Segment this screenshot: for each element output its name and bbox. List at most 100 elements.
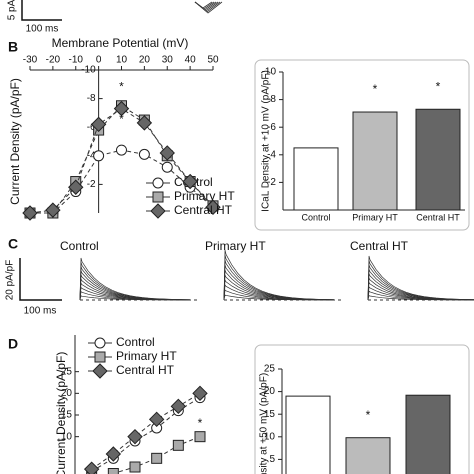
trace: [367, 260, 474, 301]
trace: [223, 264, 335, 301]
trace: [194, 1, 223, 14]
panel-frame: [254, 59, 470, 231]
marker: [192, 385, 208, 402]
y-tick-label: 15: [264, 409, 276, 420]
scale-x-label: 100 ms: [26, 24, 59, 35]
trace: [367, 264, 474, 301]
trace: [223, 254, 335, 301]
marker: [93, 150, 105, 162]
trace-label: Central HT: [350, 239, 409, 253]
y-tick-label: 20: [264, 386, 276, 397]
marker: [90, 116, 107, 133]
scale-y-label: 5 pA: [7, 0, 18, 20]
y-axis-label: Current Density (pA/pF): [54, 352, 68, 474]
scale-bar: [21, 0, 62, 21]
trace: [79, 270, 191, 301]
x-tick-label: -10: [69, 55, 84, 66]
legend-marker: [92, 363, 108, 379]
y-tick-label: -8: [87, 93, 96, 104]
y-axis-label: ICaL Density at +10 mV (pA/pF): [261, 70, 272, 212]
trace: [223, 259, 335, 301]
bar: [415, 108, 461, 211]
trace: [79, 266, 191, 301]
y-tick-label: 25: [264, 364, 276, 375]
scale-x-label: 100 ms: [24, 306, 57, 317]
y-tick-label: -4: [87, 150, 96, 161]
legend-label: Primary HT: [116, 349, 177, 363]
legend-marker: [94, 337, 106, 349]
trace: [79, 257, 191, 301]
series-line: [108, 436, 201, 474]
x-tick-label: -20: [46, 55, 61, 66]
marker: [151, 452, 163, 464]
y-tick-label: -6: [87, 122, 96, 133]
marker: [113, 100, 130, 117]
y-tick-label: -4: [267, 149, 276, 160]
trace-label: Primary HT: [205, 239, 266, 253]
marker: [22, 205, 38, 221]
legend-marker: [152, 177, 164, 189]
x-tick-label: 0: [96, 55, 102, 66]
x-tick-label: 20: [139, 55, 151, 66]
annotation: *: [198, 416, 203, 430]
panel-frame: [254, 344, 470, 474]
y-tick-label: 25: [61, 366, 73, 377]
marker: [68, 179, 84, 195]
annotation: *: [366, 408, 371, 422]
y-axis-label: Current Density (pA/pF): [8, 78, 22, 205]
marker: [116, 144, 127, 156]
y-tick-label: 5: [269, 454, 275, 465]
legend-marker: [94, 351, 106, 363]
annotation: *: [436, 79, 441, 93]
x-tick-label: Central HT: [416, 212, 460, 222]
y-tick-label: 10: [264, 431, 276, 442]
series-line: [30, 105, 214, 214]
bar: [345, 437, 391, 474]
y-tick-label: 10: [61, 431, 73, 442]
panel-label: B: [8, 39, 18, 55]
bar: [405, 394, 451, 474]
marker: [205, 199, 221, 215]
marker: [182, 173, 198, 190]
y-tick-label: -2: [267, 177, 276, 188]
y-tick-label: -10: [81, 65, 96, 76]
marker: [45, 202, 61, 218]
legend-marker: [150, 203, 166, 219]
series-line: [91, 397, 201, 472]
scale-bar: [19, 258, 62, 301]
annotation: *: [119, 79, 124, 93]
legend-label: Central HT: [174, 203, 233, 217]
marker: [129, 461, 141, 473]
legend-label: Primary HT: [174, 189, 235, 203]
y-tick-label: -8: [267, 94, 276, 105]
x-tick-label: -30: [23, 55, 38, 66]
x-tick-label: 40: [185, 55, 197, 66]
y-tick-label: 20: [61, 388, 73, 399]
marker: [194, 431, 206, 443]
marker: [148, 411, 165, 428]
legend-marker: [152, 191, 164, 203]
trace: [367, 255, 474, 301]
x-tick-label: 10: [116, 55, 128, 66]
marker: [83, 461, 100, 474]
x-tick-label: Primary HT: [352, 212, 398, 222]
annotation: *: [373, 82, 378, 96]
marker: [136, 115, 153, 131]
y-tick-label: -2: [87, 179, 96, 190]
trace-label: Control: [60, 239, 99, 253]
bar: [285, 395, 331, 474]
legend-label: Control: [116, 335, 155, 349]
trace: [223, 249, 335, 301]
y-tick-label: -10: [262, 67, 277, 78]
marker: [172, 439, 184, 451]
y-axis-label: nsity at +50 mV (pA/pF): [259, 373, 270, 474]
marker: [161, 161, 173, 173]
panel-label: D: [8, 336, 18, 352]
marker: [127, 428, 143, 445]
x-axis-label: Membrane Potential (mV): [52, 36, 189, 50]
annotation: *: [119, 112, 124, 126]
x-tick-label: 30: [162, 55, 174, 66]
marker: [105, 446, 122, 462]
marker: [170, 398, 187, 415]
